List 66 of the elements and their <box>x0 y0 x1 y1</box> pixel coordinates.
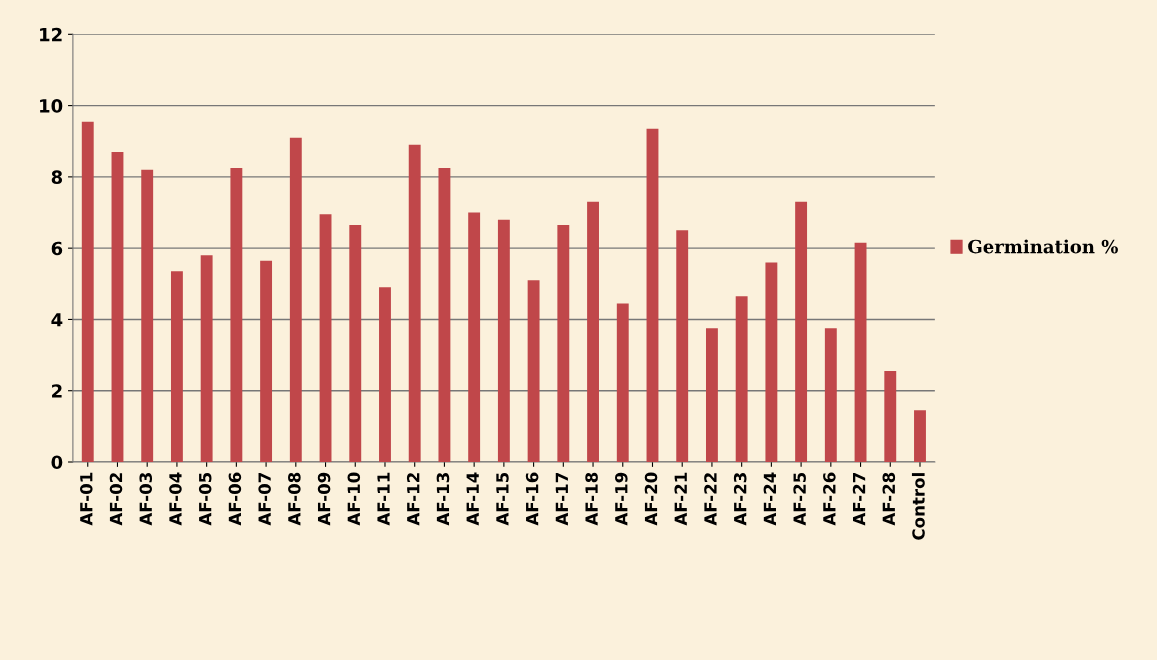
x-tick-label: AF-04 <box>169 472 182 526</box>
x-tick-label: AF-23 <box>733 473 747 526</box>
bar <box>527 280 540 462</box>
x-tick-label: AF-27 <box>852 473 866 526</box>
bar <box>408 144 421 462</box>
bar <box>824 328 837 462</box>
y-tick-label: 6 <box>51 241 63 256</box>
y-tick-label: 10 <box>40 99 63 113</box>
x-tick-label: AF-01 <box>79 472 93 526</box>
bar <box>735 296 748 462</box>
bar <box>587 201 599 462</box>
x-tick-label: AF-13 <box>436 473 450 526</box>
x-tick-label: AF-19 <box>615 472 628 526</box>
x-tick-label: AF-22 <box>704 473 717 526</box>
bar <box>141 169 154 462</box>
x-tick-label: AF-21 <box>674 472 687 526</box>
bar <box>468 212 481 462</box>
bar <box>438 167 451 462</box>
y-tick-label: 8 <box>51 170 63 184</box>
x-tick-label: AF-24 <box>763 472 776 526</box>
x-tick-label: AF-25 <box>793 472 806 526</box>
y-tick-label: 4 <box>51 313 63 327</box>
x-tick-label: AF-14 <box>466 472 479 526</box>
x-tick-label: AF-28 <box>882 472 896 526</box>
bar <box>170 271 183 462</box>
y-tick-label: 12 <box>40 27 62 42</box>
x-tick-label: AF-02 <box>109 473 123 526</box>
bar <box>289 137 302 462</box>
bar <box>616 303 629 462</box>
x-tick-label: Control <box>911 473 925 540</box>
bar <box>230 167 243 462</box>
bar <box>200 255 213 462</box>
bar <box>557 224 570 462</box>
bar <box>765 262 778 462</box>
bar <box>705 328 718 462</box>
x-tick-label: AF-05 <box>198 472 212 526</box>
bar <box>81 121 94 462</box>
x-tick-label: AF-18 <box>585 472 598 526</box>
bar <box>379 287 391 462</box>
x-tick-label: AF-26 <box>823 472 836 526</box>
bar <box>854 242 867 462</box>
x-tick-label: AF-03 <box>139 473 153 526</box>
x-tick-label: AF-10 <box>347 472 361 526</box>
bar <box>914 410 926 462</box>
x-tick-label: AF-09 <box>317 472 331 526</box>
x-tick-label: AF-11 <box>377 472 390 526</box>
bar <box>795 201 808 462</box>
y-tick-label: 0 <box>51 455 63 470</box>
bar <box>111 151 124 462</box>
x-tick-label: AF-16 <box>525 472 539 526</box>
x-tick-label: AF-20 <box>644 472 658 526</box>
x-tick-label: AF-08 <box>288 472 301 526</box>
bar <box>349 224 362 462</box>
bar <box>676 230 689 462</box>
bar <box>646 128 659 462</box>
x-tick-label: AF-15 <box>496 472 509 526</box>
bar <box>260 260 273 462</box>
legend-label: Germination % <box>968 239 1118 254</box>
x-tick-label: AF-17 <box>555 473 568 526</box>
x-tick-label: AF-12 <box>406 473 420 526</box>
bar <box>497 219 510 462</box>
x-tick-label: AF-07 <box>258 473 271 526</box>
x-tick-label: AF-06 <box>228 472 242 526</box>
bar <box>319 214 332 462</box>
y-tick-label: 2 <box>52 384 62 398</box>
bar <box>884 371 897 462</box>
